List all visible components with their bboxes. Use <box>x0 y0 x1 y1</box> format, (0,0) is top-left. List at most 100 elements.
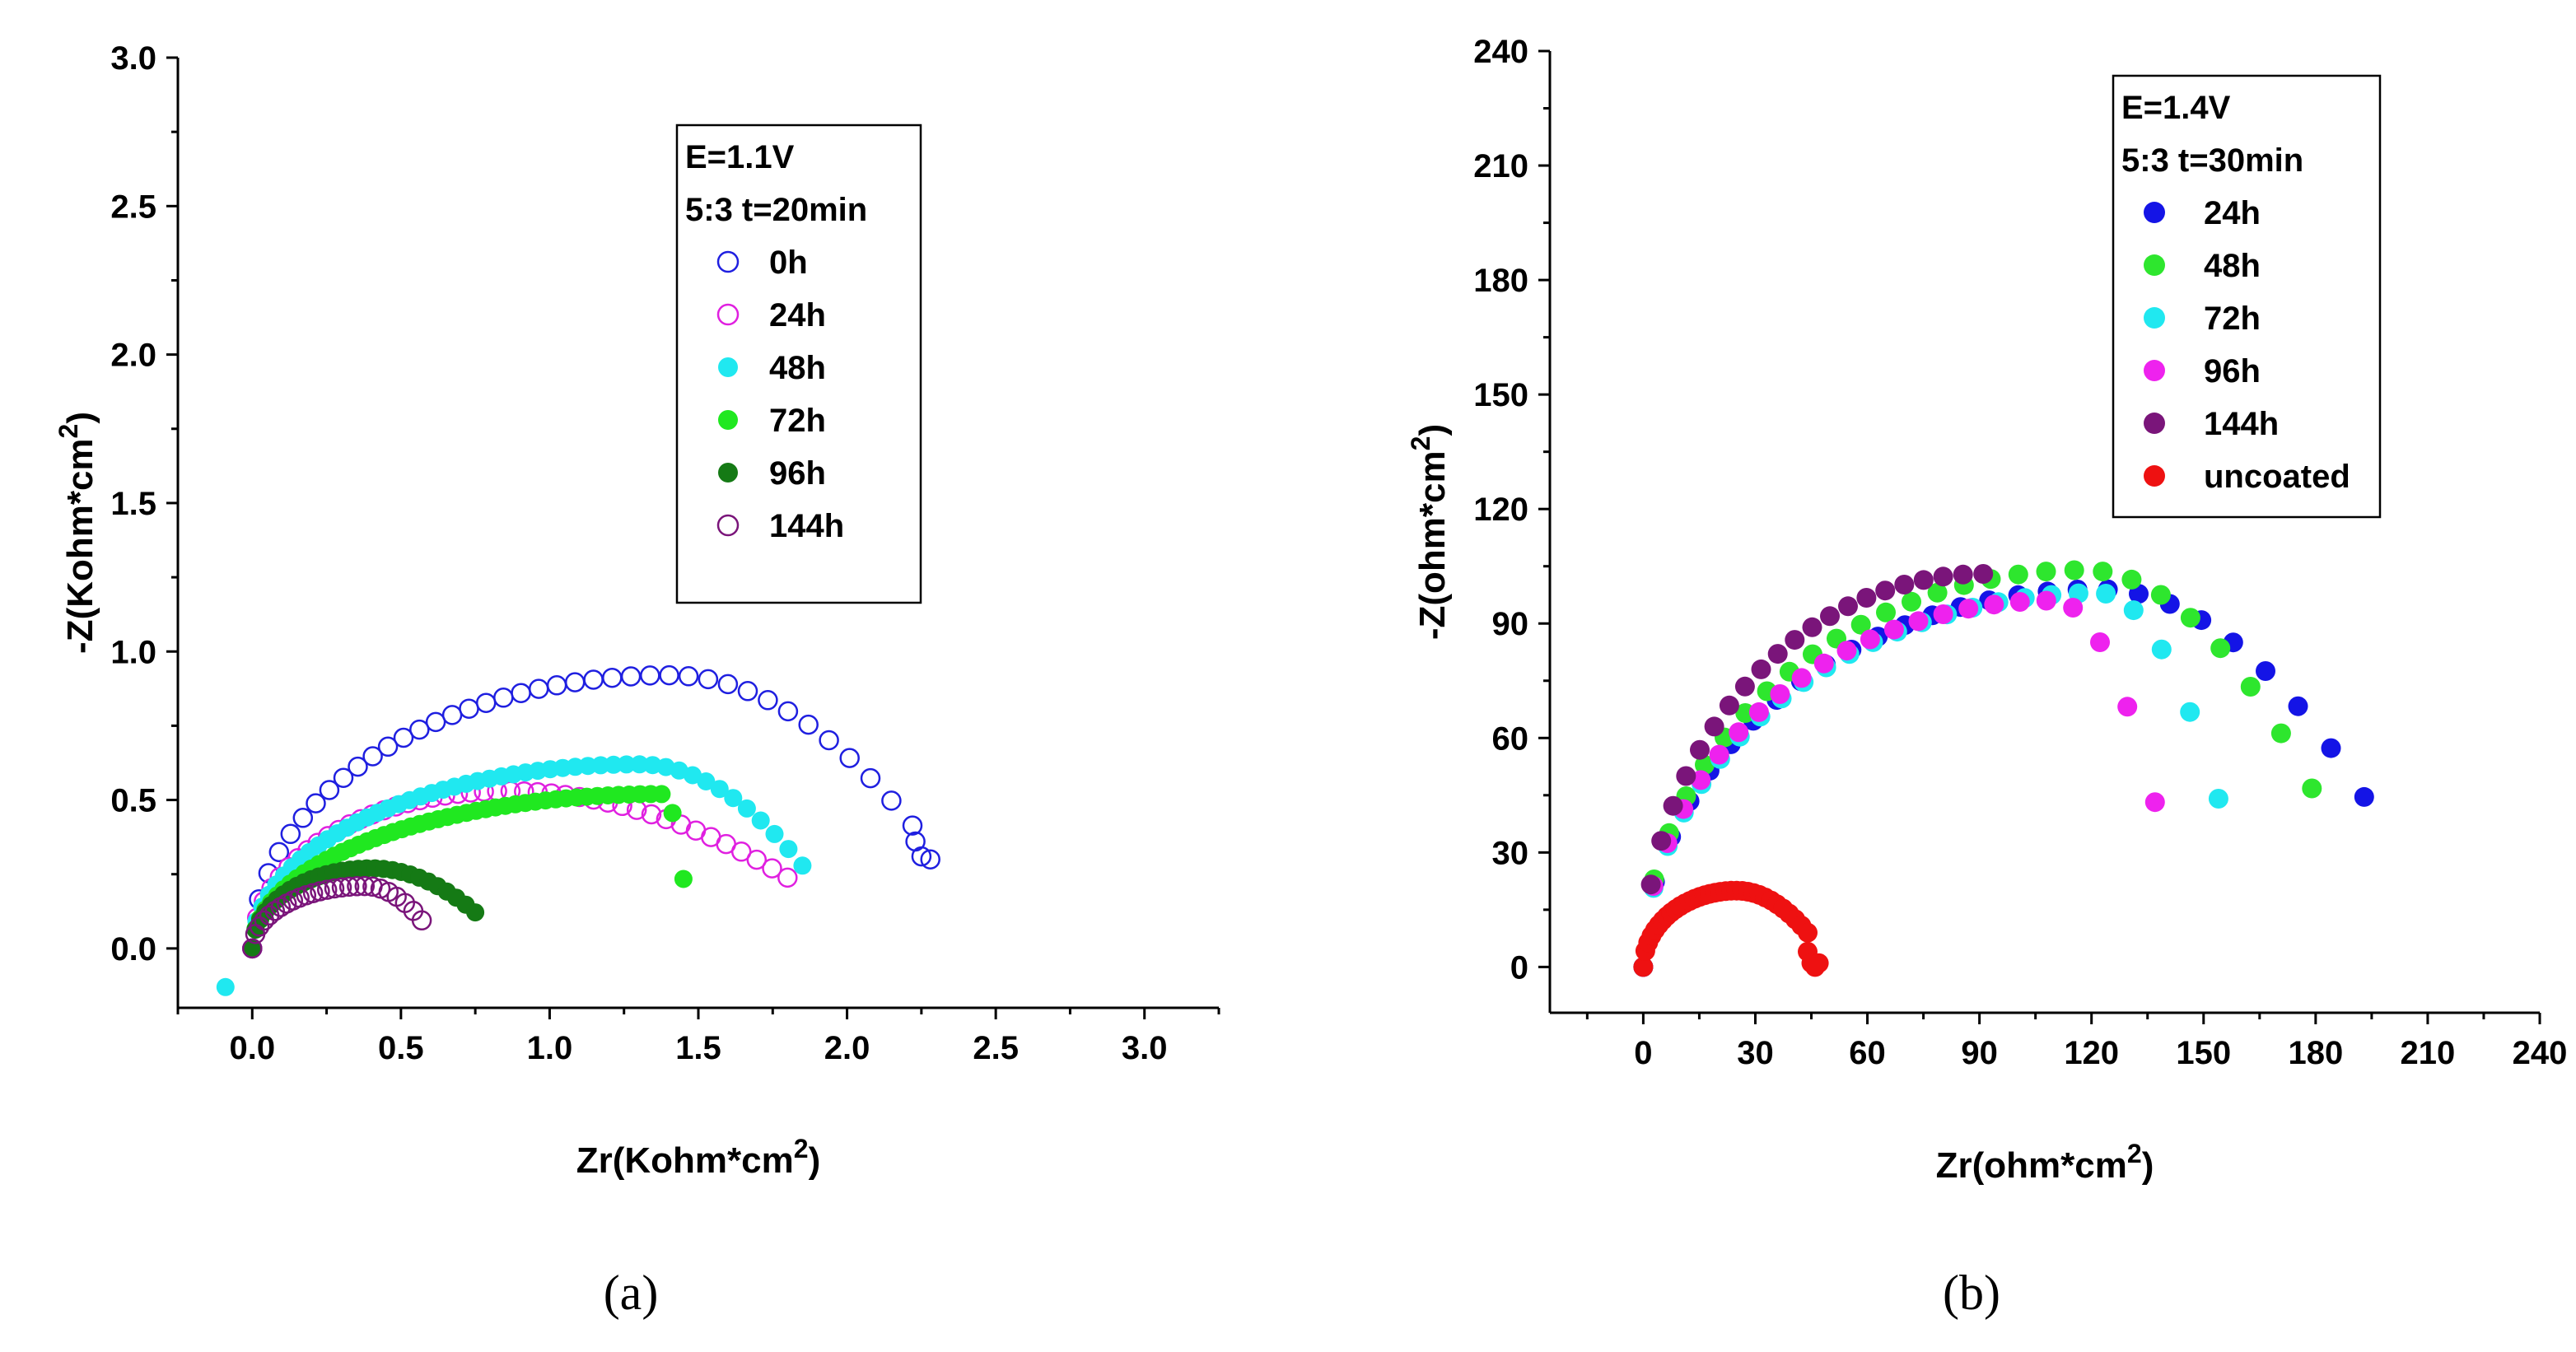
chart-b-legend-header: 5:3 t=30min <box>2121 142 2303 179</box>
chart-a-data-point <box>717 674 739 695</box>
chart-b-series-48h <box>1633 560 2322 977</box>
chart-a-data-point <box>630 755 649 774</box>
chart-a-data-point <box>798 714 819 735</box>
chart-b-data-point <box>1734 676 1755 697</box>
chart-b-data-point <box>1953 564 1973 585</box>
chart-b-y-tick-label: 120 <box>1473 492 1528 528</box>
chart-b-data-point <box>2064 560 2084 580</box>
chart-a-legend-marker-24h <box>716 303 740 326</box>
chart-b-caption: (b) <box>1943 1266 2000 1320</box>
chart-b-legend-header: E=1.4V <box>2121 90 2231 126</box>
chart-a-legend-label-96h: 96h <box>769 455 826 492</box>
chart-b-plot-area <box>1633 560 2374 977</box>
chart-a-x-axis-title: Zr(Kohm*cm2) <box>576 1134 820 1181</box>
chart-a-data-point <box>425 711 446 733</box>
chart-b-data-point <box>1690 739 1710 760</box>
chart-b-data-point <box>1984 594 2004 615</box>
chart-b-data-point <box>2063 598 2084 618</box>
chart-a-data-point <box>292 808 314 828</box>
chart-a-legend-header: 5:3 t=20min <box>685 192 867 228</box>
chart-a-series-96h <box>243 859 485 958</box>
chart-a-x-tick-label: 1.0 <box>527 1030 573 1066</box>
chart-a-data-point <box>730 842 752 862</box>
chart-b-data-point <box>2117 697 2138 717</box>
chart-b-data-point <box>2009 592 2030 612</box>
chart-b-data-point <box>1860 629 1880 650</box>
chart-b-data-point <box>2208 789 2228 809</box>
chart-b-x-axis-title: Zr(ohm*cm2) <box>1936 1139 2154 1186</box>
chart-a-series-144h <box>242 875 432 959</box>
chart-b-data-point <box>1695 754 1715 775</box>
chart-b-y-axis-title: -Z(ohm*cm2) <box>1406 424 1453 640</box>
chart-b-data-point <box>2036 590 2056 611</box>
chart-a-data-point <box>249 916 270 937</box>
chart-a-x-tick-label: 3.0 <box>1122 1030 1168 1066</box>
chart-a-data-point <box>765 824 784 843</box>
chart-a-data-point <box>911 846 932 867</box>
chart-b-data-point <box>2036 562 2056 582</box>
chart-b-data-point <box>1927 582 1948 603</box>
chart-a-data-point <box>762 858 782 879</box>
chart-b-data-point <box>1633 957 1654 977</box>
chart-b-legend-marker-24h <box>2144 202 2165 223</box>
chart-a-data-point <box>511 683 531 703</box>
chart-b-data-point <box>1663 795 1683 816</box>
chart-b-data-point <box>1908 611 1929 632</box>
chart-a-series-0h <box>242 664 940 959</box>
chart-b-data-point <box>2321 738 2341 758</box>
chart-b-data-point <box>2270 723 2291 744</box>
chart-b-data-point <box>1876 602 1896 622</box>
chart-a-data-point <box>617 755 636 774</box>
chart-b-data-point <box>1894 575 1915 594</box>
chart-a-data-point <box>264 901 286 921</box>
chart-a-data-point <box>641 804 662 825</box>
chart-a-legend-marker-0h <box>716 250 740 273</box>
chart-b-data-point <box>2144 792 2165 813</box>
chart-b-series-24h <box>1633 579 2374 977</box>
chart-a-data-point <box>338 876 360 897</box>
chart-b-data-point <box>2150 585 2171 605</box>
chart-b-data-point <box>2240 677 2261 697</box>
chart-a-data-point <box>860 767 881 789</box>
chart-b-data-point <box>1973 564 1994 584</box>
chart-b-data-point <box>1719 695 1739 716</box>
chart-a-data-point <box>902 815 923 836</box>
chart-b-y-tick-label: 240 <box>1473 34 1528 70</box>
chart-a-data-point <box>643 756 662 775</box>
chart-a-data-point <box>604 755 623 774</box>
chart-b-legend-label-72h: 72h <box>2204 301 2261 337</box>
chart-b-y-tick-label: 150 <box>1473 377 1528 413</box>
chart-a-data-point <box>493 688 514 708</box>
chart-b-y-tick-label: 30 <box>1492 835 1529 871</box>
chart-a-data-point <box>620 666 642 687</box>
chart-b-data-point <box>1704 716 1724 737</box>
panel-a: 0.0 0.5 1.0 1.5 2.0 2.5 3.0 0.0 0.5 1.0 1.5 2.0 2.5 3… <box>0 0 1288 1348</box>
chart-a-data-point <box>678 666 699 687</box>
chart-a-data-point <box>819 730 839 751</box>
chart-b-data-point <box>1785 630 1805 650</box>
chart-b-y-tick-label: 180 <box>1473 263 1528 299</box>
chart-a-data-point <box>779 840 798 859</box>
chart-a-data-point <box>777 701 799 722</box>
chart-a-data-point <box>793 856 812 875</box>
chart-a-data-point <box>640 665 660 686</box>
chart-a-y-tick-label: 1.0 <box>110 634 156 670</box>
chart-b-x-tick-label: 60 <box>1849 1035 1886 1071</box>
chart-b-data-point <box>1836 641 1857 661</box>
chart-a-legend-marker-48h <box>718 357 738 377</box>
chart-b-y-tick-label: 60 <box>1492 720 1529 757</box>
chart-b-data-point <box>1767 644 1788 664</box>
chart-b-data-point <box>1640 874 1661 895</box>
chart-b-legend-box <box>2112 74 2382 519</box>
chart-b-legend-marker-uncoated <box>2144 465 2165 487</box>
chart-a-x-tick-label: 0.0 <box>229 1030 275 1066</box>
chart-b-legend-label-96h: 96h <box>2204 353 2261 389</box>
chart-a-data-point <box>710 780 729 799</box>
chart-b: 0 30 60 90 120 150 180 210 240 0 30 60 90 120 150 180 21… <box>1406 34 2568 1320</box>
chart-b-x-tick-label: 240 <box>2513 1035 2568 1071</box>
chart-b-legend-label-144h: 144h <box>2204 406 2279 442</box>
chart-a-legend-label-0h: 0h <box>769 245 808 281</box>
chart-b-y-tick-label: 90 <box>1492 606 1529 642</box>
chart-b-data-point <box>2180 608 2200 628</box>
chart-a-data-point <box>319 780 340 800</box>
